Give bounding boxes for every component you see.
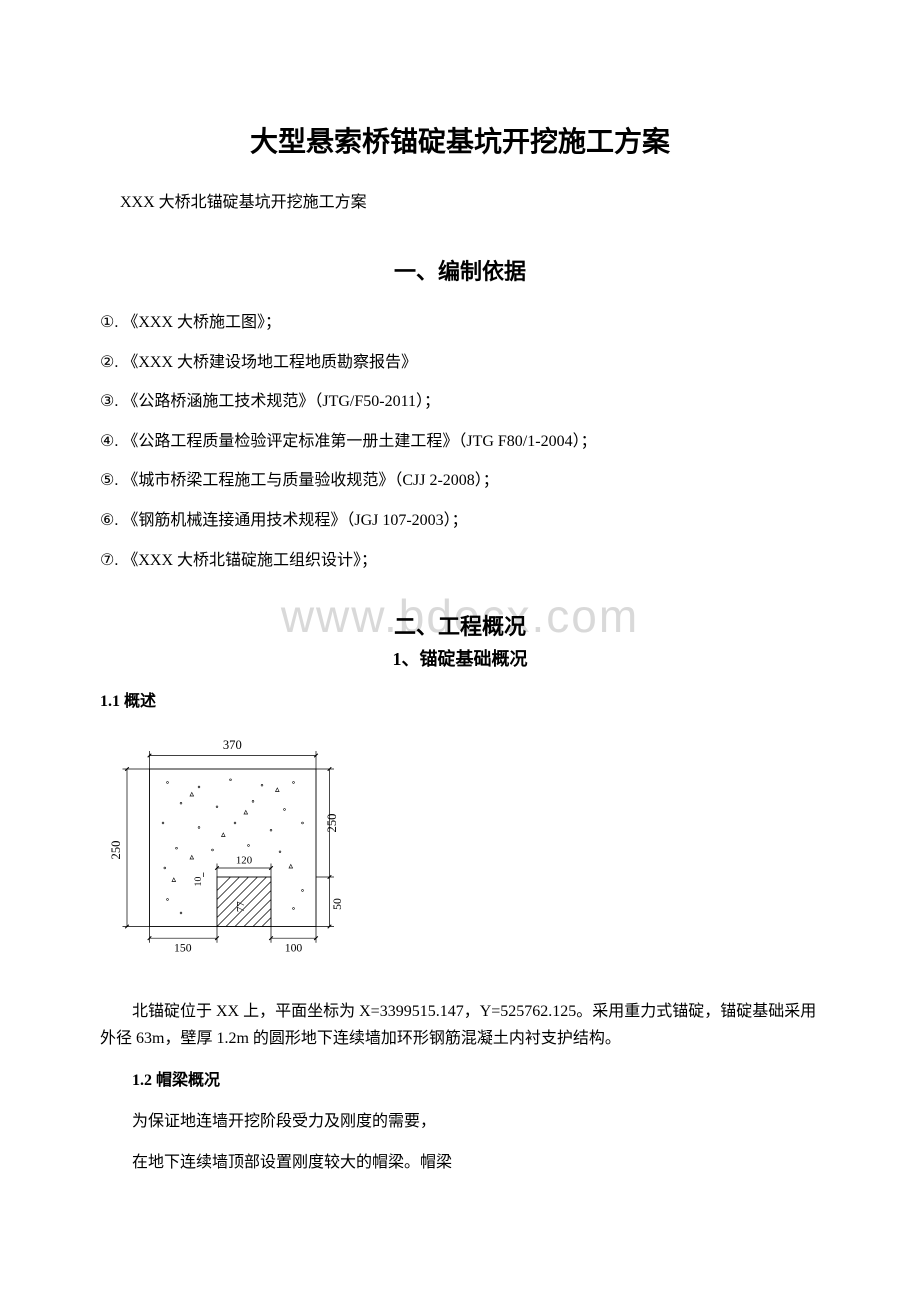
- list-item: ②. 《XXX 大桥建设场地工程地质勘察报告》: [100, 348, 820, 378]
- subsection-1-2-label: 1.2 帽梁概况: [100, 1067, 820, 1094]
- dim-label-250-right: 250: [325, 814, 339, 833]
- list-item: ⑥. 《钢筋机械连接通用技术规程》（JGJ 107-2003）；: [100, 506, 820, 536]
- section-1-list: ①. 《XXX 大桥施工图》； ②. 《XXX 大桥建设场地工程地质勘察报告》 …: [100, 308, 820, 575]
- paragraph-3: 在地下连续墙顶部设置刚度较大的帽梁。帽梁: [100, 1149, 820, 1176]
- subsection-1-2-bold: 1.2 帽梁概况: [132, 1072, 220, 1089]
- circled-number-icon: ③: [100, 387, 114, 417]
- section-2-heading: 二、工程概况: [100, 609, 820, 641]
- page-title: 大型悬索桥锚碇基坑开挖施工方案: [100, 120, 820, 160]
- list-item-text: . 《公路工程质量检验评定标准第一册土建工程》（JTG F80/1-2004）；: [114, 433, 596, 450]
- dim-label-100: 100: [285, 942, 303, 955]
- page-subtitle: XXX 大桥北锚碇基坑开挖施工方案: [100, 188, 820, 212]
- paragraph-1: 北锚碇位于 XX 上，平面坐标为 X=3399515.147，Y=525762.…: [100, 998, 820, 1052]
- list-item-text: . 《钢筋机械连接通用技术规程》（JGJ 107-2003）；: [114, 512, 467, 529]
- circled-number-icon: ⑦: [100, 546, 114, 576]
- list-item: ⑦. 《XXX 大桥北锚碇施工组织设计》；: [100, 546, 820, 576]
- cross-section-diagram: 370 250 250 50 120 10 77: [100, 725, 370, 975]
- dim-label-370: 370: [223, 738, 242, 752]
- dim-label-10: 10: [193, 877, 204, 887]
- paragraph-block: 北锚碇位于 XX 上，平面坐标为 X=3399515.147，Y=525762.…: [100, 998, 820, 1176]
- list-item-text: . 《XXX 大桥北锚碇施工组织设计》；: [114, 552, 377, 569]
- watermark-region: 二、工程概况 1、锚碇基础概况 www.bdocx.com: [100, 609, 820, 671]
- circled-number-icon: ⑤: [100, 466, 114, 496]
- circled-number-icon: ①: [100, 308, 114, 338]
- list-item-text: . 《城市桥梁工程施工与质量验收规范》（CJJ 2-2008）；: [114, 472, 498, 489]
- subsection-2-1-heading: 1、锚碇基础概况: [100, 645, 820, 671]
- list-item-text: . 《XXX 大桥建设场地工程地质勘察报告》: [114, 354, 417, 371]
- dim-label-120: 120: [236, 855, 252, 867]
- circled-number-icon: ④: [100, 427, 114, 457]
- dim-label-77: 77: [235, 901, 247, 912]
- dim-label-50: 50: [331, 898, 344, 910]
- paragraph-2: 为保证地连墙开挖阶段受力及刚度的需要，: [100, 1108, 820, 1135]
- circled-number-icon: ②: [100, 348, 114, 378]
- list-item: ①. 《XXX 大桥施工图》；: [100, 308, 820, 338]
- circled-number-icon: ⑥: [100, 506, 114, 536]
- dim-label-150: 150: [174, 942, 192, 955]
- section-1-heading: 一、编制依据: [100, 254, 820, 286]
- diagram-container: 370 250 250 50 120 10 77: [100, 725, 820, 980]
- list-item: ⑤. 《城市桥梁工程施工与质量验收规范》（CJJ 2-2008）；: [100, 466, 820, 496]
- list-item: ③. 《公路桥涵施工技术规范》（JTG/F50-2011）；: [100, 387, 820, 417]
- list-item-text: . 《XXX 大桥施工图》；: [114, 314, 281, 331]
- list-item-text: . 《公路桥涵施工技术规范》（JTG/F50-2011）；: [114, 393, 440, 410]
- dim-label-250-left: 250: [109, 841, 123, 860]
- list-item: ④. 《公路工程质量检验评定标准第一册土建工程》（JTG F80/1-2004）…: [100, 427, 820, 457]
- subsection-1-1-label: 1.1 概述: [100, 687, 820, 711]
